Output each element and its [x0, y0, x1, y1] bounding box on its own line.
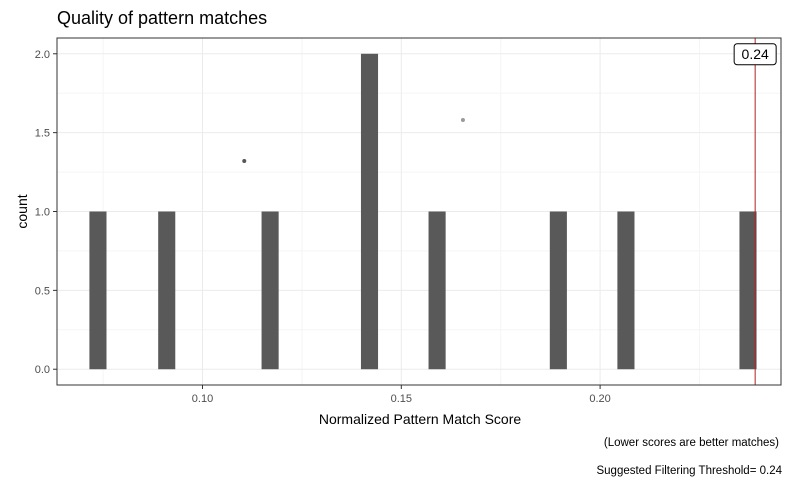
point-mark-2	[460, 118, 465, 123]
histogram-bar-2	[158, 211, 176, 370]
histogram-bar-4	[360, 53, 379, 370]
point-marks	[242, 118, 465, 164]
histogram-bar-3	[261, 211, 279, 370]
histogram-bars	[89, 53, 757, 370]
threshold-marker: 0.24	[733, 38, 777, 385]
x-axis-title: Normalized Pattern Match Score	[319, 411, 522, 427]
y-tick-label: 2.0	[35, 49, 50, 61]
y-tick-label: 0.0	[35, 364, 50, 376]
histogram-bar-7	[617, 211, 635, 370]
caption-threshold: Suggested Filtering Threshold= 0.24	[596, 465, 782, 477]
y-tick-label: 1.5	[35, 128, 50, 140]
grid-lines	[57, 38, 781, 385]
histogram-bar-8	[739, 211, 757, 370]
y-tick-label: 0.5	[35, 285, 50, 297]
x-tick-label: 0.15	[391, 393, 412, 405]
histogram-bar-1	[89, 211, 107, 370]
x-axis-ticks: 0.10 0.15 0.20	[192, 385, 611, 405]
histogram-bar-5	[428, 211, 446, 370]
chart-title: Quality of pattern matches	[57, 8, 267, 28]
y-axis-ticks: 0.0 0.5 1.0 1.5 2.0	[35, 49, 57, 376]
caption-lower-scores: (Lower scores are better matches)	[604, 437, 779, 449]
y-tick-label: 1.0	[35, 207, 50, 219]
x-tick-label: 0.10	[192, 393, 213, 405]
threshold-label: 0.24	[742, 46, 769, 62]
point-mark-1	[242, 159, 247, 164]
threshold-label-box	[733, 43, 777, 66]
x-tick-label: 0.20	[589, 393, 610, 405]
histogram-bar-6	[549, 211, 567, 370]
y-axis-title: count	[14, 194, 30, 228]
